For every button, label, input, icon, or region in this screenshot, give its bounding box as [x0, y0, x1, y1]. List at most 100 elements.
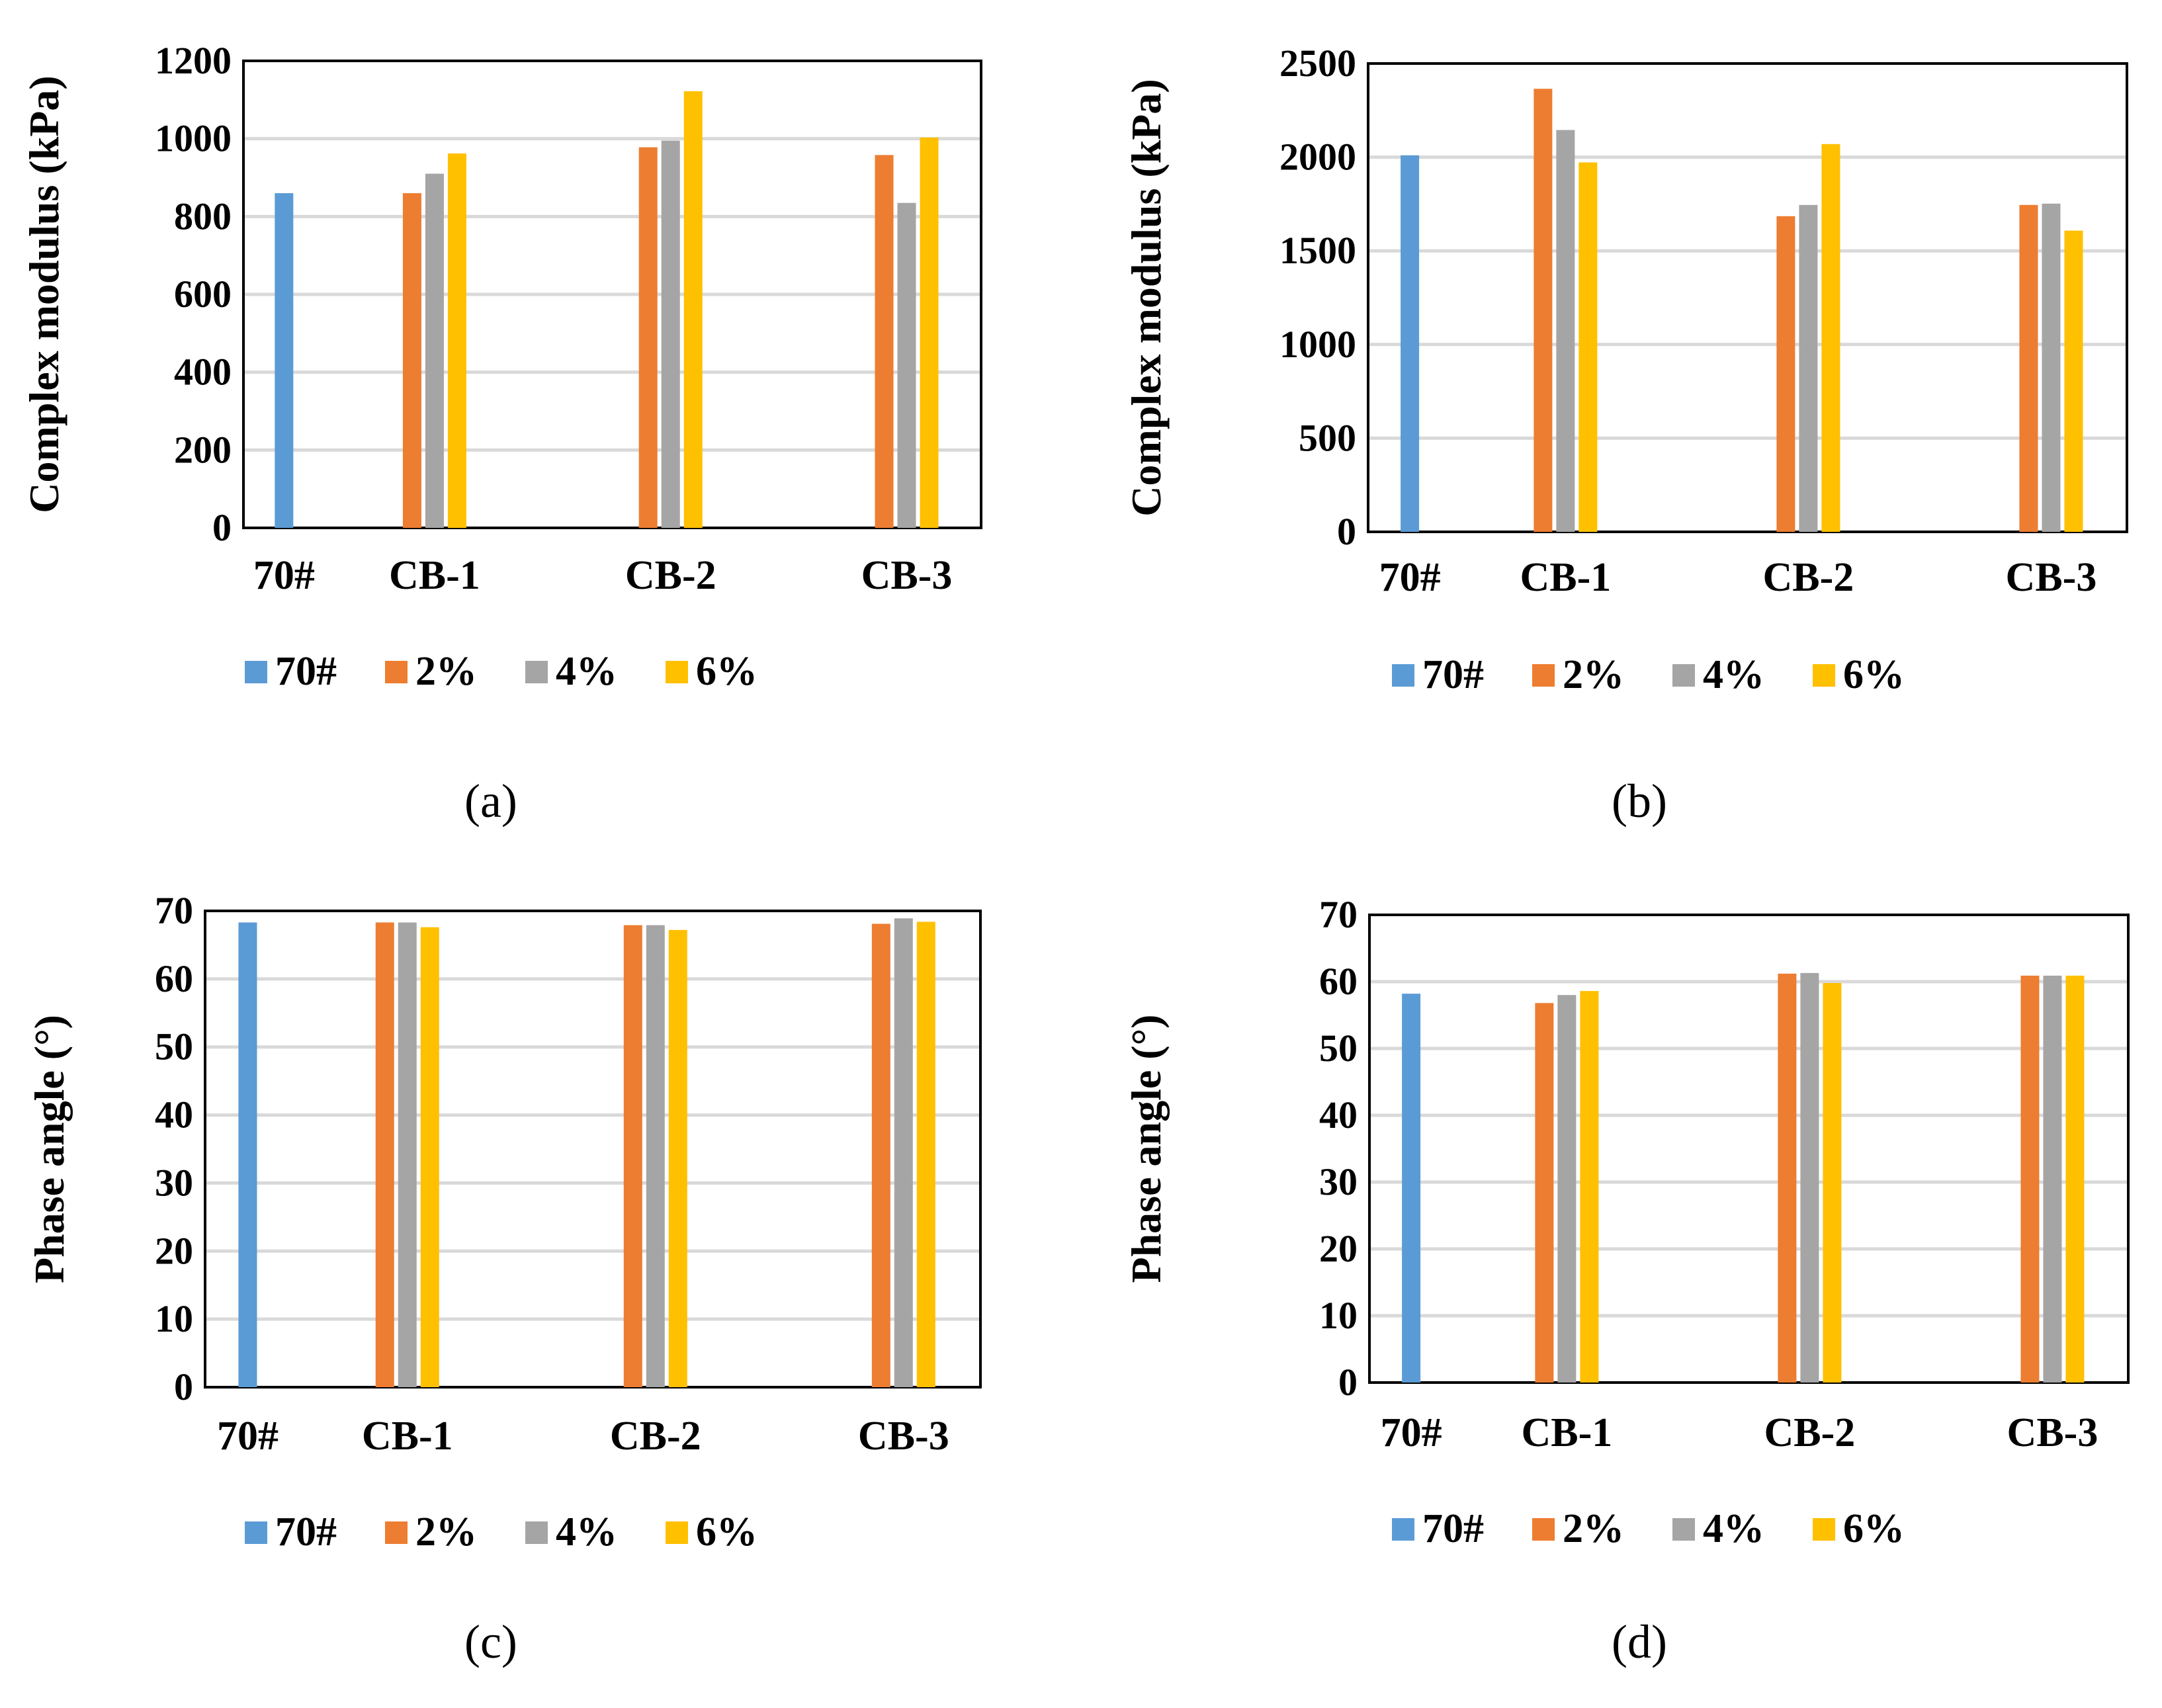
y-tick-label: 2000 [1279, 136, 1356, 179]
y-tick-label: 2500 [1279, 42, 1356, 85]
caption-a: (a) [464, 775, 517, 828]
legend-swatch [525, 1521, 548, 1544]
y-tick-label: 40 [155, 1093, 193, 1136]
x-category-label: CB-2 [610, 1414, 701, 1459]
plot-frame [242, 60, 982, 529]
y-tick-label: 0 [1338, 1361, 1358, 1404]
bar-6pct-CB-3 [2064, 230, 2083, 532]
bar-2pct-CB-3 [875, 155, 894, 529]
bar-6pct-CB-2 [1823, 983, 1842, 1383]
caption-d: (d) [1612, 1615, 1667, 1668]
x-category-label: CB-3 [858, 1414, 949, 1459]
y-tick-label: 200 [174, 428, 232, 471]
y-tick-label: 0 [212, 506, 232, 549]
legend-swatch [245, 661, 267, 683]
bar-6pct-CB-2 [683, 91, 703, 528]
legend-swatch [1532, 1518, 1555, 1541]
bar-4pct-CB-3 [897, 202, 916, 528]
y-tick-label: 0 [1337, 510, 1356, 553]
y-tick-label: 1200 [155, 39, 232, 82]
legend-label: 4% [556, 649, 617, 694]
bar-6pct-CB-2 [668, 929, 687, 1387]
bar-2pct-CB-2 [1778, 973, 1797, 1383]
bar-4pct-CB-1 [1557, 995, 1577, 1383]
legend-label: 6% [1843, 1506, 1905, 1551]
bar-6pct-CB-1 [447, 153, 466, 529]
plot-frame [204, 910, 982, 1388]
legend-swatch [666, 661, 688, 683]
y-tick-label: 70 [1319, 893, 1358, 936]
chart-a: 0 200 400 600 800 1000 1200 Complex modulus (kP… [21, 39, 982, 694]
legend-label: 70# [1422, 1506, 1484, 1551]
chart-panel-b: 0 500 1000 1500 2000 2500 Complex modulus (kPa… [1081, 0, 2162, 854]
x-category-label: 70# [1379, 555, 1441, 600]
legend-swatch [666, 1521, 688, 1544]
caption-b: (b) [1612, 775, 1667, 828]
bar-2pct-CB-1 [375, 922, 394, 1387]
bar-70-70# [275, 193, 294, 528]
chart-panel-a: 0 200 400 600 800 1000 1200 Complex modulus (kP… [0, 0, 1081, 854]
x-category-label: CB-3 [861, 553, 953, 598]
legend-label: 6% [1843, 652, 1905, 697]
legend-label: 70# [275, 649, 337, 694]
bar-2pct-CB-3 [2019, 204, 2038, 532]
y-tick-label: 40 [1319, 1093, 1358, 1136]
bar-2pct-CB-1 [1534, 89, 1553, 532]
legend-swatch [1672, 664, 1695, 687]
legend-label: 70# [1422, 652, 1484, 697]
legend-swatch [245, 1521, 267, 1544]
bar-2pct-CB-2 [1776, 216, 1795, 532]
legend-label: 70# [275, 1510, 337, 1555]
y-tick-label: 30 [155, 1161, 193, 1204]
chart-c: 0 10 20 30 40 50 60 70 Phase angle (°) 70# CB-1 CB-… [26, 889, 982, 1555]
y-tick-label: 400 [174, 351, 232, 394]
y-tick-label: 10 [1319, 1294, 1358, 1337]
legend-swatch [525, 661, 548, 683]
x-category-label: CB-2 [625, 553, 716, 598]
x-category-label: 70# [253, 553, 315, 598]
bar-70-70# [1402, 994, 1421, 1383]
bar-4pct-CB-3 [2042, 203, 2061, 532]
x-category-label: CB-1 [1521, 1410, 1612, 1455]
bar-2pct-CB-1 [402, 193, 421, 528]
y-axis-label: Phase angle (°) [1123, 1015, 1170, 1283]
legend-label: 2% [415, 1510, 477, 1555]
bar-4pct-CB-3 [894, 918, 913, 1387]
legend-label: 4% [556, 1510, 617, 1555]
y-tick-label: 20 [1319, 1227, 1358, 1270]
legend-swatch [1392, 664, 1414, 687]
bar-6pct-CB-3 [916, 921, 935, 1387]
legend-label: 4% [1703, 652, 1764, 697]
bar-6pct-CB-1 [1580, 991, 1599, 1383]
y-tick-label: 20 [155, 1229, 193, 1272]
bar-4pct-CB-2 [1800, 972, 1819, 1383]
bar-2pct-CB-2 [623, 925, 642, 1387]
plot-frame [1367, 62, 2128, 533]
chart-d: 0 10 20 30 40 50 60 70 Phase angle (°) 70# CB-1 CB-… [1123, 893, 2130, 1551]
legend-swatch [385, 1521, 408, 1544]
legend-swatch [1672, 1518, 1695, 1541]
y-tick-label: 1000 [155, 117, 232, 160]
bar-4pct-CB-1 [1556, 130, 1575, 532]
y-tick-label: 10 [155, 1297, 193, 1340]
caption-c: (c) [464, 1615, 517, 1668]
y-tick-label: 70 [155, 889, 193, 932]
legend-label: 6% [696, 1510, 757, 1555]
chart-panel-d: 0 10 20 30 40 50 60 70 Phase angle (°) 70# CB-1 CB-… [1081, 854, 2162, 1708]
legend-swatch [1813, 1518, 1835, 1541]
y-tick-label: 1500 [1279, 229, 1356, 272]
chart-b: 0 500 1000 1500 2000 2500 Complex modulus (kPa… [1123, 42, 2128, 697]
y-tick-label: 60 [155, 957, 193, 1000]
x-category-label: CB-3 [2007, 1410, 2098, 1455]
x-category-label: CB-3 [2006, 555, 2097, 600]
legend-label: 4% [1703, 1506, 1764, 1551]
legend-swatch [385, 661, 408, 683]
bar-6pct-CB-1 [420, 927, 439, 1387]
legend-label: 2% [415, 649, 477, 694]
bar-4pct-CB-1 [425, 173, 444, 528]
bar-4pct-CB-1 [398, 922, 417, 1387]
plot-frame [1368, 914, 2130, 1384]
bar-70-70# [1401, 155, 1420, 532]
y-axis-label: Phase angle (°) [26, 1015, 73, 1283]
y-tick-label: 30 [1319, 1160, 1358, 1203]
